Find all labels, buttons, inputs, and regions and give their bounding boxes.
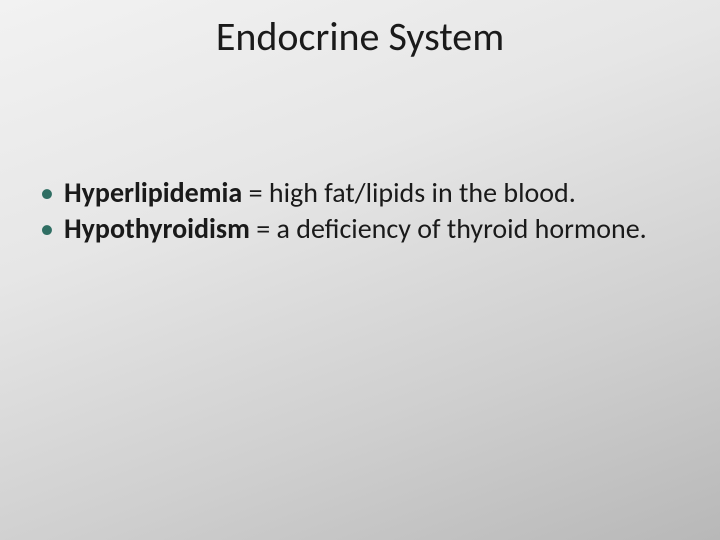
- definition: = high fat/lipids in the blood.: [242, 175, 576, 210]
- bullet-list: Hyperlipidemia = high fat/lipids in the …: [36, 176, 670, 246]
- term: Hyperlipidemia: [64, 175, 242, 210]
- slide: Endocrine System Hyperlipidemia = high f…: [0, 0, 720, 540]
- term: Hypothyroidism: [64, 211, 250, 246]
- list-item: Hypothyroidism = a deficiency of thyroid…: [36, 212, 670, 246]
- slide-body: Hyperlipidemia = high fat/lipids in the …: [36, 176, 670, 248]
- slide-title: Endocrine System: [0, 12, 720, 61]
- list-item: Hyperlipidemia = high fat/lipids in the …: [36, 176, 670, 210]
- definition: = a deficiency of thyroid hormone.: [250, 211, 647, 246]
